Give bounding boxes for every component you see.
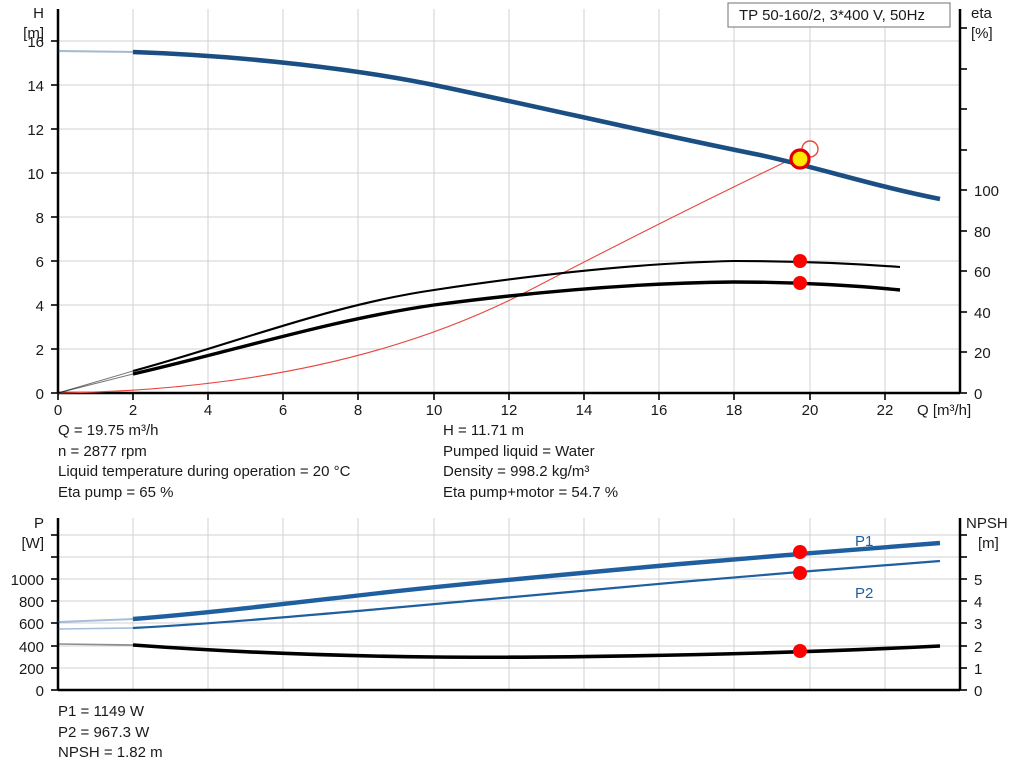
bottom-chart-vertical-gridlines [132,518,886,690]
duty-eta-pump: Eta pump = 65 % [58,483,174,501]
top-x-tick-20: 20 [802,402,819,419]
bottom-y2-tick-0: 0 [974,683,982,700]
top-y-tick-12: 12 [27,122,44,139]
top-y2-tick-20: 20 [974,345,991,362]
top-x-tick-10: 10 [426,402,443,419]
duty-info-right: H = 11.71 m Pumped liquid = Water Densit… [443,421,618,503]
duty-flow: Q = 19.75 m³/h [58,422,159,439]
eta-pump-curve [132,259,901,373]
npsh-curve [132,643,941,660]
top-y2-tick-40: 40 [974,305,991,322]
top-y2-axis-name: eta [971,5,993,22]
top-x-tick-6: 6 [279,402,287,419]
bottom-y-tick-200: 200 [19,661,44,678]
top-x-tick-18: 18 [726,402,743,419]
bottom-y-axis-name: P [34,515,44,532]
bottom-y2-tick-3: 3 [974,616,982,633]
head-curve [132,49,941,202]
bottom-y2-axis-unit: [m] [978,535,999,552]
top-y-axis-unit: [m] [23,25,44,42]
top-y-tick-6: 6 [36,254,44,271]
bottom-y-axis-unit: [W] [22,535,45,552]
bottom-chart-right-ticks [960,534,967,691]
duty-liquid-temperature: Liquid temperature during operation = 20… [58,463,351,480]
duty-speed: n = 2877 rpm [58,442,147,460]
system-curve [57,154,801,394]
top-x-axis-label: Q [m³/h] [917,402,971,419]
power-info: P1 = 1149 W P2 = 967.3 W NPSH = 1.82 m [58,702,163,764]
npsh-curve-faded [57,643,134,646]
bottom-y-tick-0: 0 [36,683,44,700]
head-efficiency-chart: 0 2 4 6 8 10 12 14 16 H [m] 0 2 4 6 8 10… [23,2,999,419]
bottom-y2-tick-4: 4 [974,594,982,611]
top-x-tick-16: 16 [651,402,668,419]
power-npsh: NPSH = 1.82 m [58,744,163,761]
top-chart-bottom-ticks [57,393,886,400]
top-y-tick-14: 14 [27,78,44,95]
bottom-y2-tick-5: 5 [974,572,982,589]
bottom-y2-tick-2: 2 [974,639,982,656]
title-box-label: TP 50-160/2, 3*400 V, 50Hz [739,7,925,24]
top-x-tick-2: 2 [129,402,137,419]
top-y2-tick-60: 60 [974,264,991,281]
power-p2: P2 = 967.3 W [58,723,150,741]
top-x-tick-4: 4 [204,402,212,419]
p1-curve-faded [57,618,134,623]
head-curve-faded [57,50,134,53]
top-y2-tick-0: 0 [974,386,982,403]
bottom-y2-axis-name: NPSH [966,515,1008,532]
bottom-y-tick-600: 600 [19,616,44,633]
top-x-tick-8: 8 [354,402,362,419]
top-chart-vertical-gridlines [132,9,886,393]
p2-curve [132,559,941,630]
duty-head: H = 11.71 m [443,422,525,439]
top-y-tick-4: 4 [36,298,44,315]
p1-duty-dot[interactable] [793,545,807,559]
top-x-tick-0: 0 [54,402,62,419]
duty-pumped-liquid: Pumped liquid = Water [443,442,595,460]
top-y-tick-16: 16 [27,34,44,51]
top-chart-right-ticks [960,27,967,394]
power-npsh-chart: 0 200 400 600 800 1000 P [W] 0 1 2 3 4 5… [0,512,1024,702]
eta-pump-motor-duty-dot[interactable] [793,276,807,290]
eta-pump-motor-curve [132,280,901,376]
bottom-y-tick-1000: 1000 [11,572,44,589]
title-box [727,2,951,28]
power-p1: P1 = 1149 W [58,703,145,720]
p2-curve-faded [57,627,134,630]
p2-curve-label: P2 [855,585,873,602]
p1-curve [132,540,941,622]
bottom-chart-left-ticks [51,534,58,691]
top-x-tick-12: 12 [501,402,518,419]
duty-eta-pump-motor: Eta pump+motor = 54.7 % [443,483,619,501]
duty-point-marker[interactable] [789,148,811,170]
duty-info-left: Q = 19.75 m³/h n = 2877 rpm Liquid tempe… [58,421,350,503]
p1-curve-label: P1 [855,533,873,550]
top-x-tick-14: 14 [576,402,593,419]
top-y2-tick-80: 80 [974,224,991,241]
bottom-y2-tick-1: 1 [974,661,982,678]
duty-density: Density = 998.2 kg/m³ [443,463,590,480]
top-y-tick-2: 2 [36,342,44,359]
bottom-y-tick-800: 800 [19,594,44,611]
bottom-chart-svg: 0 200 400 600 800 1000 P [W] 0 1 2 3 4 5… [11,515,1008,700]
top-y-tick-8: 8 [36,210,44,227]
top-chart-svg: 0 2 4 6 8 10 12 14 16 H [m] 0 2 4 6 8 10… [23,2,999,419]
top-y-axis-name: H [33,5,44,22]
eta-pump-motor-curve-faded [57,373,134,394]
bottom-y-tick-400: 400 [19,639,44,656]
top-x-tick-22: 22 [877,402,894,419]
p2-duty-dot[interactable] [793,566,807,580]
top-y2-tick-100: 100 [974,183,999,200]
npsh-duty-dot[interactable] [793,644,807,658]
top-chart-left-ticks [51,40,58,394]
top-y-tick-10: 10 [27,166,44,183]
top-y2-axis-unit: [%] [971,25,993,42]
top-y-tick-0: 0 [36,386,44,403]
eta-pump-duty-dot[interactable] [793,254,807,268]
